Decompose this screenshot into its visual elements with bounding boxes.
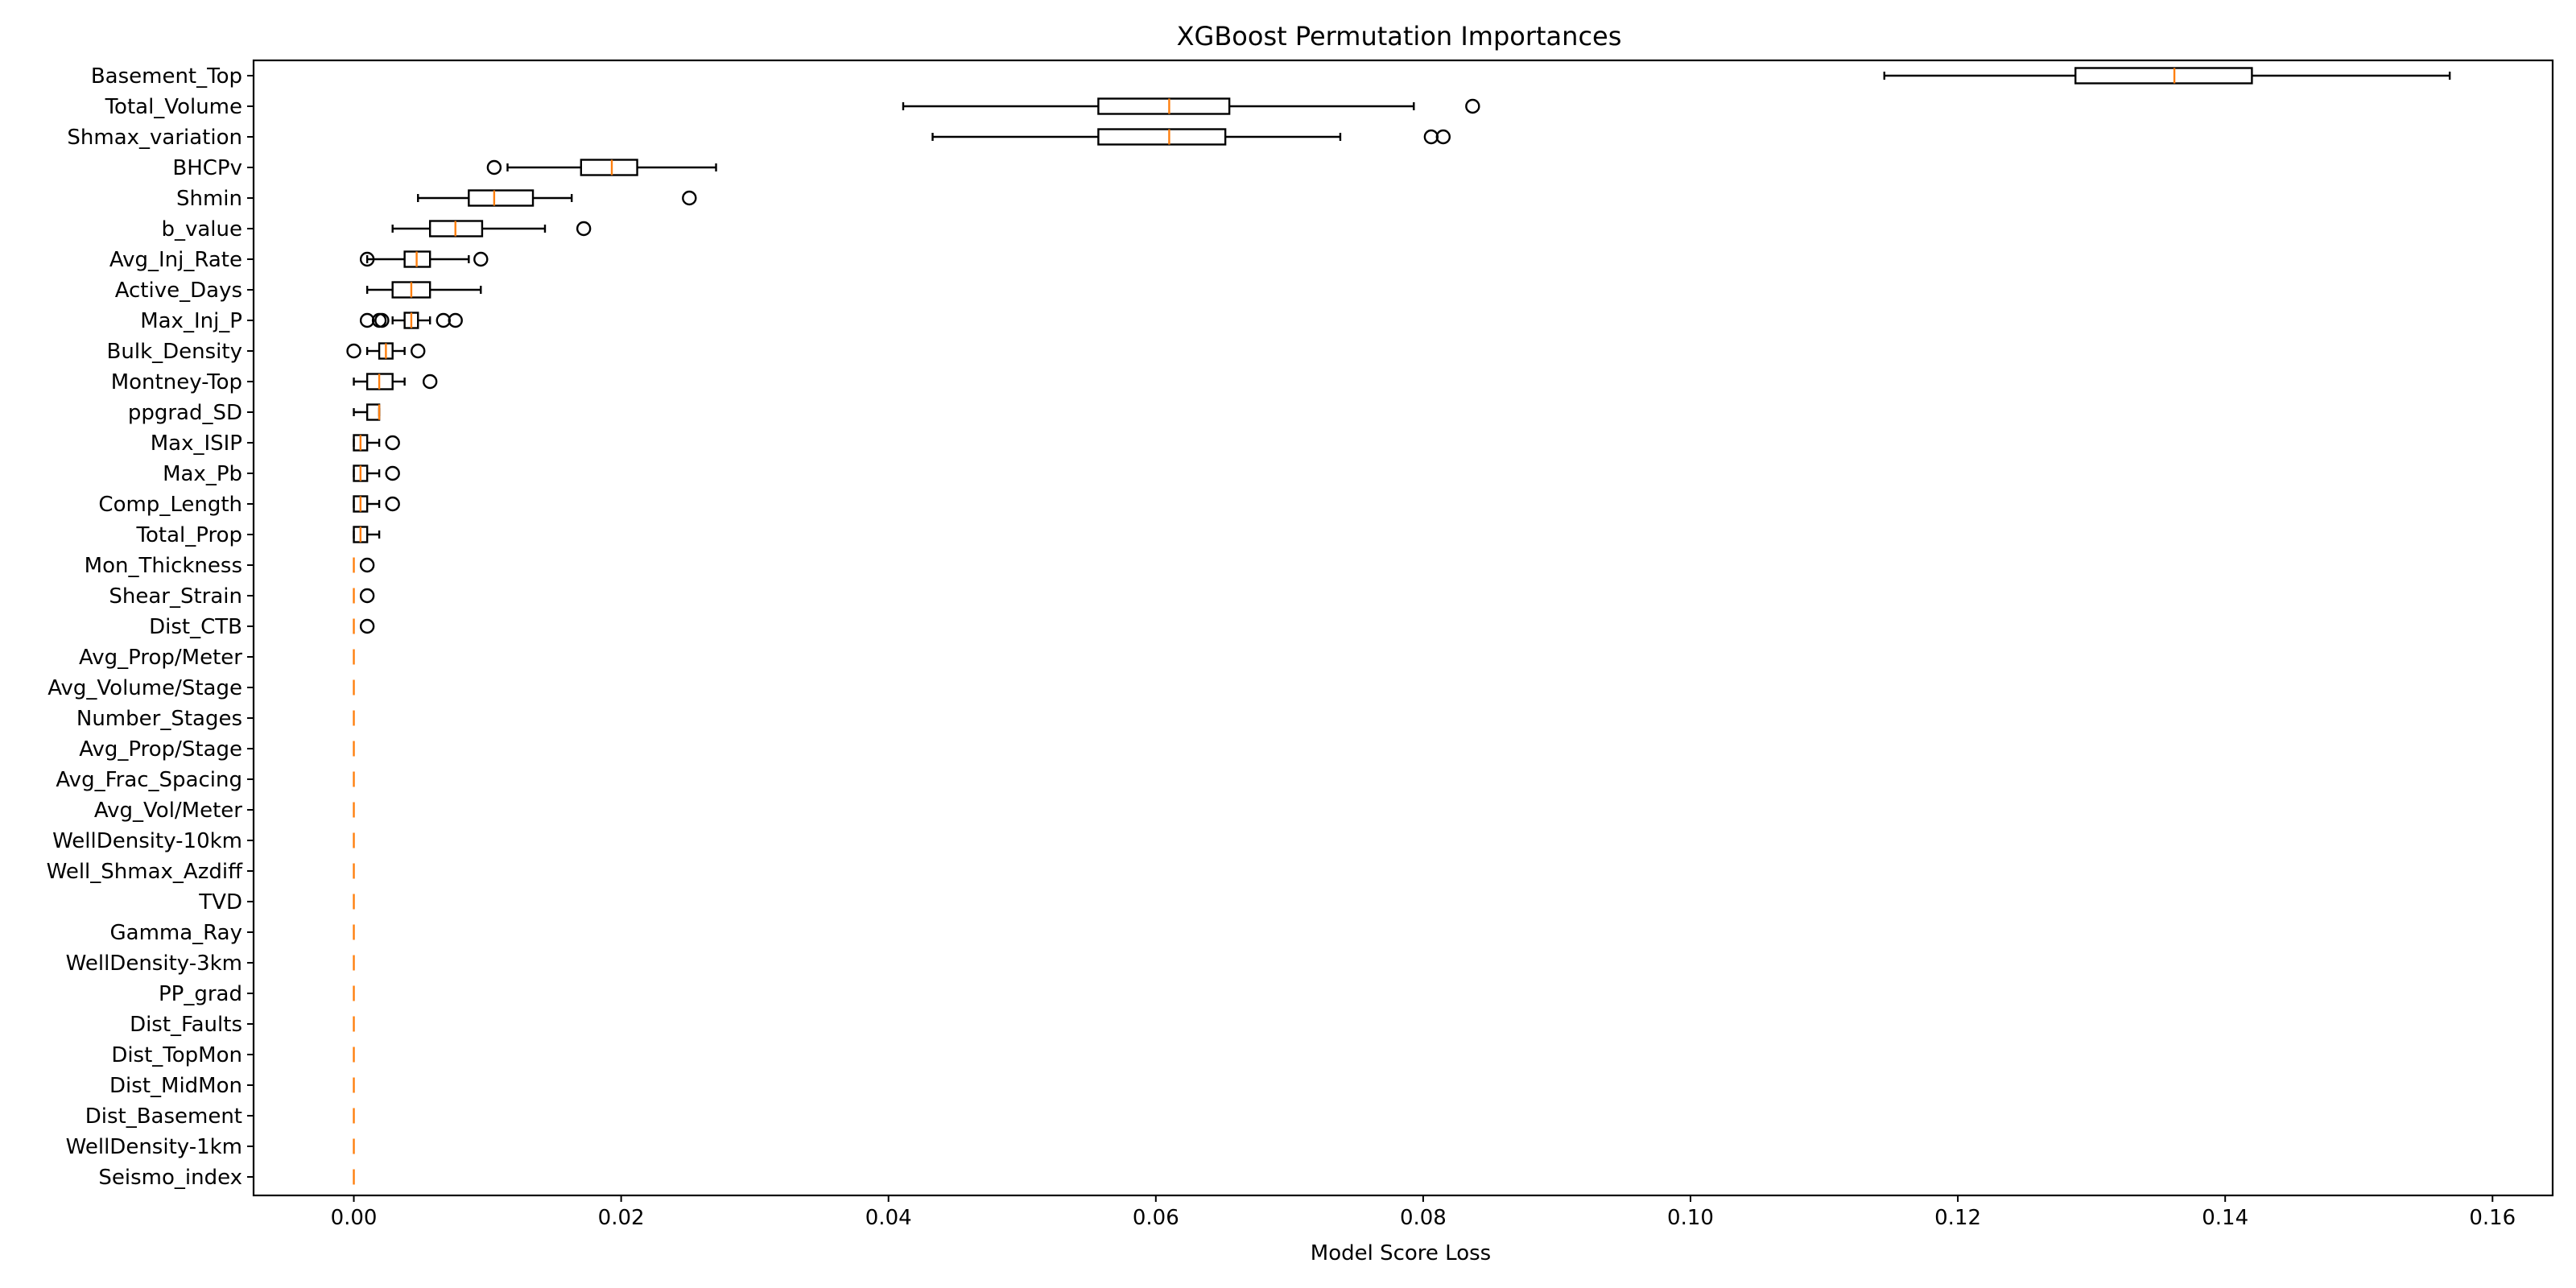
x-tick-label: 0.08 (1400, 1206, 1447, 1230)
y-tick-label: BHCPv (172, 156, 242, 180)
y-tick-label: Dist_TopMon (111, 1043, 242, 1067)
outlier-point (385, 496, 400, 512)
box-Avg_Inj_Rate (359, 250, 489, 268)
outlier-point (385, 465, 400, 481)
outlier-point (576, 221, 592, 237)
outlier-point (411, 343, 426, 359)
outlier-point (359, 312, 375, 328)
outlier-point (359, 251, 375, 267)
outlier-point (436, 312, 451, 328)
y-tick-label: Avg_Volume/Stage (47, 676, 242, 700)
outlier-point (486, 159, 502, 175)
x-tick-label: 0.14 (2202, 1206, 2248, 1230)
box-ppgrad_SD (353, 403, 381, 421)
outlier-point (682, 190, 697, 206)
outlier-point (1423, 129, 1439, 145)
y-tick-label: Gamma_Ray (110, 921, 242, 945)
x-tick-label: 0.04 (865, 1206, 912, 1230)
x-tick-label: 0.06 (1133, 1206, 1179, 1230)
iqr-box (2074, 67, 2253, 85)
box-Bulk_Density (346, 342, 426, 360)
x-tick-label: 0.02 (598, 1206, 645, 1230)
outlier-point (1465, 98, 1480, 114)
y-tick-label: WellDensity-10km (52, 829, 242, 853)
y-tick-label: Total_Prop (136, 523, 242, 547)
iqr-box (1097, 97, 1231, 115)
box-Max_ISIP (353, 434, 400, 452)
box-Total_Prop (353, 526, 381, 543)
plot-frame (252, 59, 2554, 1197)
x-tick-label: 0.16 (2469, 1206, 2516, 1230)
iqr-box (365, 403, 381, 421)
y-tick-label: Seismo_index (98, 1166, 242, 1190)
x-axis: 0.00 0.02 0.04 0.06 0.08 0.10 0.12 0.14 0.16 (331, 1195, 2516, 1230)
y-tick-label: Bulk_Density (107, 340, 242, 364)
y-tick-label: Basement_Top (91, 64, 242, 89)
box-b_value (391, 220, 592, 237)
outlier-point (422, 374, 438, 390)
outlier-point (473, 251, 489, 267)
x-axis-label: Model Score Loss (1311, 1241, 1491, 1265)
y-tick-label: Dist_Basement (85, 1104, 242, 1129)
box-Basement_Top (1883, 67, 2451, 85)
y-tick-label: Max_Inj_P (140, 309, 242, 333)
y-tick-label: Avg_Inj_Rate (109, 248, 242, 272)
plot-area (346, 67, 2451, 1185)
box-Mon_Thickness (353, 557, 375, 573)
y-tick-label: Shmax_variation (67, 126, 242, 150)
y-tick-label: Max_Pb (163, 462, 242, 486)
y-tick-label: Number_Stages (76, 707, 242, 731)
y-tick-label: Total_Volume (105, 95, 242, 119)
outlier-point (359, 588, 375, 604)
y-tick-label: Avg_Prop/Meter (79, 646, 242, 670)
iqr-box (1097, 128, 1227, 146)
outlier-point (359, 618, 375, 634)
y-tick-label: Max_ISIP (151, 431, 242, 456)
y-tick-label: Comp_Length (98, 493, 242, 517)
y-tick-label: b_value (161, 217, 242, 242)
outlier-point (346, 343, 361, 359)
y-tick-label: Dist_Faults (130, 1013, 242, 1037)
y-tick-label: TVD (198, 890, 242, 914)
x-tick-label: 0.00 (331, 1206, 378, 1230)
outlier-point (448, 312, 463, 328)
outlier-point (359, 557, 375, 573)
y-tick-label: Avg_Frac_Spacing (56, 768, 242, 792)
box-Shmax_variation (931, 128, 1451, 146)
outlier-point (374, 312, 390, 328)
box-BHCPv (486, 159, 717, 176)
box-Max_Inj_P (359, 312, 463, 329)
box-Montney-Top (353, 373, 438, 390)
y-tick-label: Mon_Thickness (85, 554, 242, 578)
box-Dist_CTB (353, 618, 375, 634)
y-tick-label: Avg_Vol/Meter (94, 799, 242, 823)
iqr-box (580, 159, 638, 176)
iqr-box (468, 189, 535, 207)
y-tick-label: Shear_Strain (109, 584, 242, 609)
y-tick-label: Avg_Prop/Stage (79, 737, 242, 762)
box-Total_Volume (902, 97, 1480, 115)
outlier-point (1435, 129, 1451, 145)
box-Active_Days (365, 281, 482, 299)
x-tick-label: 0.10 (1667, 1206, 1714, 1230)
y-tick-label: WellDensity-3km (66, 952, 242, 976)
y-tick-label: Dist_CTB (149, 615, 242, 639)
y-tick-label: Shmin (176, 187, 242, 211)
box-Comp_Length (353, 495, 400, 513)
y-tick-label: Well_Shmax_Azdiff (47, 860, 243, 884)
y-tick-label: Active_Days (115, 279, 242, 303)
y-tick-label: Dist_MidMon (109, 1074, 242, 1098)
outlier-point (385, 435, 400, 451)
y-tick-label: WellDensity-1km (66, 1135, 242, 1159)
x-tick-label: 0.12 (1934, 1206, 1981, 1230)
y-tick-label: PP_grad (159, 982, 242, 1006)
y-axis: Basement_Top Total_Volume Shmax_variation B… (47, 64, 254, 1190)
chart-title: XGBoost Permutation Importances (1177, 21, 1622, 52)
y-tick-label: Montney-Top (111, 370, 242, 394)
box-Shear_Strain (353, 588, 375, 604)
box-Shmin (417, 189, 697, 207)
y-tick-label: ppgrad_SD (128, 401, 242, 425)
box-Max_Pb (353, 464, 400, 482)
